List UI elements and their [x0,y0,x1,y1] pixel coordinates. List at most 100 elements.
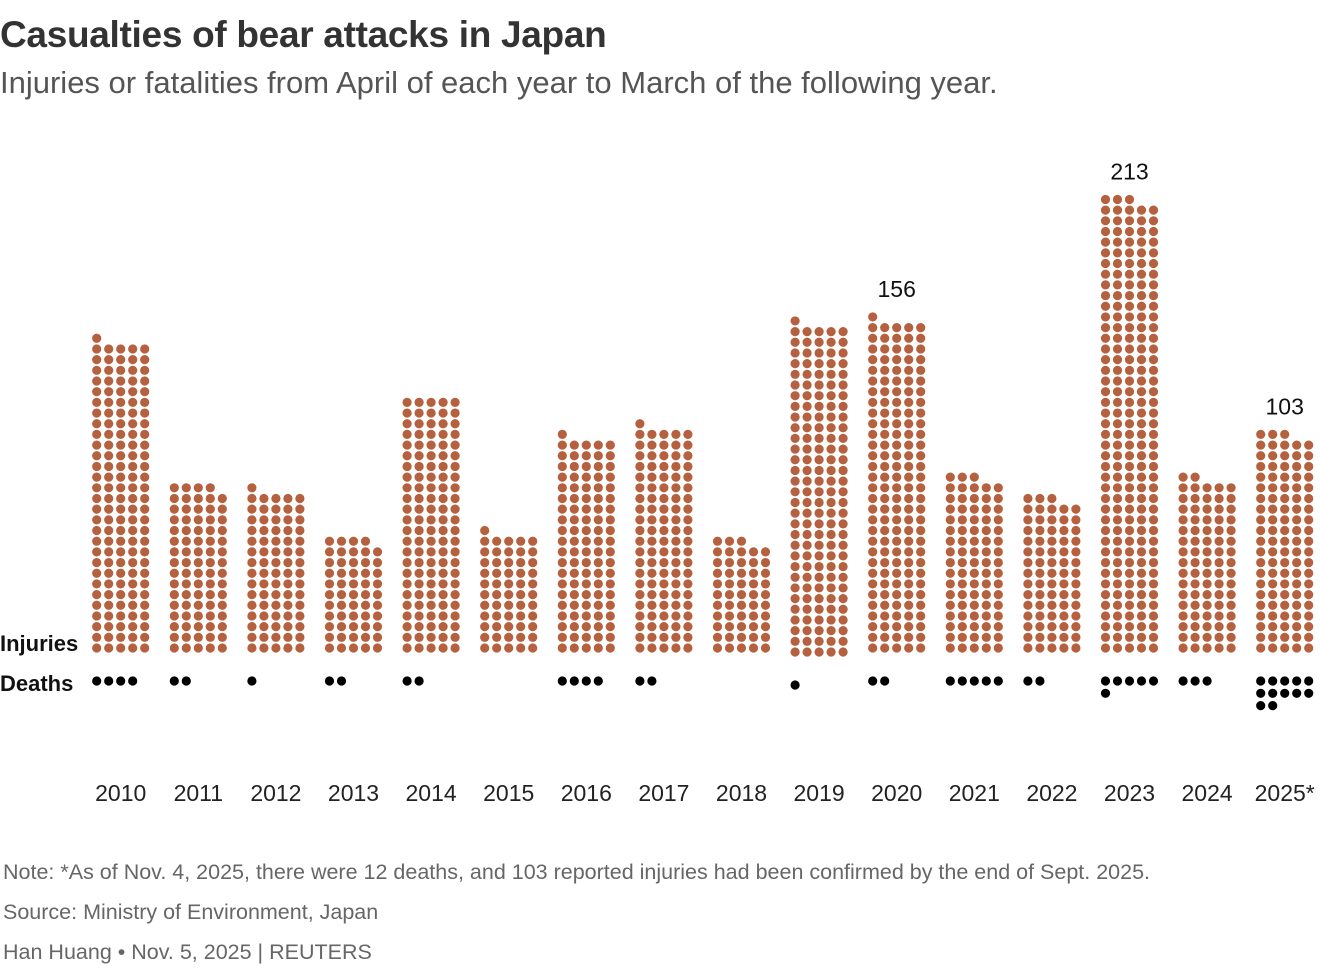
injury-dot [712,643,723,653]
injury-dot [283,643,293,653]
injury-dot [904,515,914,525]
injury-dot [1202,536,1212,546]
injury-dot [104,643,114,653]
injury-dot [790,561,800,572]
injury-dot [945,547,955,557]
injury-dot [140,365,150,375]
injury-dot [1100,493,1111,504]
injury-dot [1148,579,1159,589]
value-label: 156 [878,276,916,302]
injury-dot [1059,536,1069,546]
injury-dot [868,397,878,407]
injury-dot [981,557,991,568]
injury-dot [372,643,383,653]
injury-dot [659,451,669,461]
injury-dot [1190,515,1200,525]
injury-dot [1112,440,1123,450]
injury-dot [683,472,693,482]
death-dot [104,676,114,686]
injury-dot [402,536,412,546]
injury-dot [605,600,615,610]
injury-dot [169,504,179,514]
injury-dot [438,504,448,514]
injury-dot [1136,493,1147,504]
injury-dot [671,472,681,482]
injury-dot [271,643,281,653]
injury-dot [880,622,890,632]
injury-dot [635,568,645,578]
injury-dot [205,643,215,653]
injury-dot [1136,451,1147,461]
injury-dot [826,540,836,550]
injury-dot [1190,504,1200,514]
injury-dot [1148,290,1159,301]
injury-dot [169,557,179,568]
injury-dot [826,626,836,636]
injury-dot [1136,461,1147,472]
injury-dot [892,536,902,546]
injury-dot [802,476,812,486]
injury-dot [480,579,490,589]
injury-dot [969,568,979,578]
injury-dot [1071,547,1081,557]
injury-dot [957,536,967,546]
injury-dot [880,440,890,450]
injury-dot [1047,632,1057,642]
injury-dot [1100,237,1111,247]
injury-dot [724,632,735,642]
injury-dot [92,515,102,525]
injury-dot [259,579,269,589]
injury-dot [557,472,567,482]
injury-dot [372,632,383,642]
injury-dot [957,472,967,482]
injury-dot [169,547,179,557]
injury-dot [402,472,412,482]
injury-dot [1124,355,1135,365]
injury-dot [1136,525,1147,536]
injury-dot [492,622,502,632]
injury-dot [1178,611,1188,621]
injury-dot [814,327,824,337]
injury-dot [868,419,878,429]
injury-dot [814,647,824,657]
injury-dot [993,611,1003,621]
injury-dot [1124,643,1135,653]
injury-dot [1226,525,1236,536]
injury-dot [1256,611,1266,621]
injury-dot [802,444,812,454]
injury-dot [916,632,926,642]
injury-dot [1023,568,1033,578]
injury-dot [92,344,102,354]
injury-dot [116,419,126,429]
injury-dot [892,344,902,354]
injury-dot [647,472,657,482]
injury-dot [1112,622,1123,632]
injury-dot [1304,611,1314,621]
injury-dot [569,600,579,610]
injury-dot [128,419,138,429]
injury-dot [557,440,567,450]
injury-dot [128,440,138,450]
death-dot [1304,676,1314,686]
injury-dot [904,557,914,568]
injury-dot [1035,600,1045,610]
injury-dot [826,455,836,465]
injury-dot [181,643,191,653]
injury-dot [557,493,567,504]
injury-dot [802,626,812,636]
death-dot [324,676,335,686]
injury-dot [892,547,902,557]
injury-dot [1136,557,1147,568]
injury-dot [414,536,424,546]
injury-dot [1112,205,1123,215]
injury-dot [802,327,812,337]
injury-dot [1148,515,1159,525]
injury-dot [880,451,890,461]
injury-dot [838,487,848,497]
injury-dot [92,600,102,610]
injury-dot [593,579,603,589]
injury-dot [892,387,902,397]
injury-dot [1148,622,1159,632]
injury-dot [581,472,591,482]
injury-dot [1148,280,1159,290]
